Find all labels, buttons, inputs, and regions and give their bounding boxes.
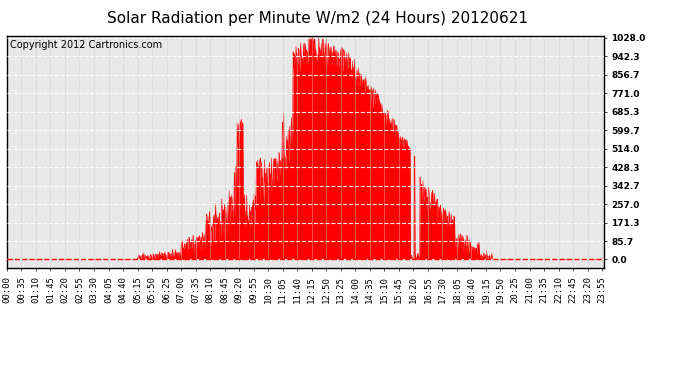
Text: Solar Radiation per Minute W/m2 (24 Hours) 20120621: Solar Radiation per Minute W/m2 (24 Hour… — [107, 11, 528, 26]
Text: Copyright 2012 Cartronics.com: Copyright 2012 Cartronics.com — [10, 40, 162, 50]
